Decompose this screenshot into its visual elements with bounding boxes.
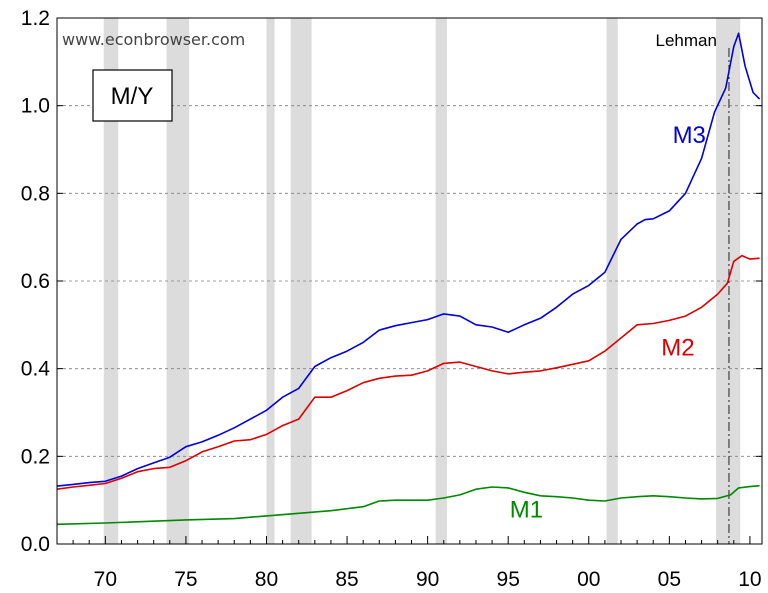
x-tick-label: 05	[658, 568, 681, 591]
series-line-m2	[56, 254, 760, 490]
series-line-m3	[56, 32, 761, 487]
chart-title: M/Y	[111, 83, 154, 110]
watermark-text: www.econbrowser.com	[62, 30, 245, 49]
x-tick-label: 75	[174, 568, 197, 591]
x-tick-label: 80	[255, 568, 278, 591]
x-tick-label: 95	[497, 568, 520, 591]
series-label-m3: M3	[673, 122, 706, 149]
x-tick-label: 10	[738, 568, 761, 591]
y-tick-label: 0.4	[21, 358, 51, 381]
series-line-m1	[56, 484, 760, 526]
recession-band	[266, 18, 275, 544]
series-labels: M3 M2 M1	[510, 122, 706, 524]
y-tick-label: 1.2	[21, 7, 50, 30]
recession-bands	[103, 18, 741, 544]
gridlines	[57, 105, 762, 457]
y-tick-label: 1.0	[21, 95, 50, 118]
recession-band	[290, 18, 312, 544]
series-lines	[56, 32, 761, 526]
x-tick-label: 85	[335, 568, 358, 591]
recession-band	[606, 18, 618, 544]
x-tick-label: 70	[94, 568, 117, 591]
y-tick-label: 0.6	[21, 270, 50, 293]
axes: 0.0 0.2 0.4 0.6 0.8 1.0 1.2 70 75 80 85 90 95 00 05 10	[21, 7, 762, 591]
lehman-label: Lehman	[656, 31, 717, 50]
x-tick-label: 90	[416, 568, 439, 591]
series-label-m1: M1	[510, 497, 543, 524]
y-tick-label: 0.0	[21, 533, 50, 556]
x-tick-label: 00	[577, 568, 600, 591]
title-box	[92, 69, 173, 122]
y-tick-label: 0.2	[21, 445, 50, 468]
series-label-m2: M2	[661, 335, 694, 362]
recession-band	[103, 18, 119, 544]
y-tick-label: 0.8	[21, 182, 50, 205]
